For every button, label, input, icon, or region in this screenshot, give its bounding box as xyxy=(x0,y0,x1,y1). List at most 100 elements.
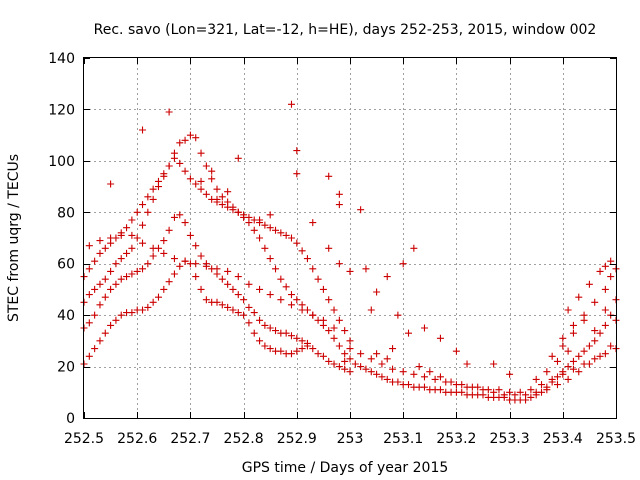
data-point xyxy=(91,285,99,293)
data-point xyxy=(516,388,524,396)
data-point xyxy=(250,226,258,234)
data-point xyxy=(298,337,306,345)
data-point xyxy=(240,296,248,304)
data-point xyxy=(202,162,210,170)
data-point xyxy=(165,278,173,286)
data-point xyxy=(506,388,514,396)
plot-frame xyxy=(83,57,617,419)
data-point xyxy=(319,316,327,324)
data-point xyxy=(287,350,295,358)
data-point xyxy=(357,350,365,358)
data-point xyxy=(107,321,115,329)
data-point xyxy=(144,193,152,201)
data-point xyxy=(139,201,147,209)
data-point xyxy=(261,221,269,229)
data-point xyxy=(154,177,162,185)
data-point xyxy=(330,306,338,314)
data-point xyxy=(564,347,572,355)
data-point xyxy=(229,206,237,214)
data-point xyxy=(436,373,444,381)
data-point xyxy=(128,216,136,224)
data-point xyxy=(383,355,391,363)
data-point xyxy=(133,234,141,242)
data-point xyxy=(335,201,343,209)
data-point xyxy=(266,324,274,332)
data-point xyxy=(548,375,556,383)
data-point xyxy=(553,373,561,381)
data-point xyxy=(245,319,253,327)
y-tick-label: 20 xyxy=(57,360,75,376)
data-point xyxy=(197,177,205,185)
data-point xyxy=(458,388,466,396)
data-point xyxy=(85,265,93,273)
data-point xyxy=(511,391,519,399)
data-point xyxy=(117,311,125,319)
data-point xyxy=(319,352,327,360)
data-point xyxy=(160,170,168,178)
data-point xyxy=(160,285,168,293)
x-tick-label: 252.6 xyxy=(117,431,157,447)
data-point xyxy=(170,270,178,278)
data-point xyxy=(543,386,551,394)
data-point xyxy=(101,275,109,283)
data-point xyxy=(532,375,540,383)
data-point xyxy=(144,303,152,311)
data-point xyxy=(250,309,258,317)
data-point xyxy=(192,242,200,250)
data-point xyxy=(234,309,242,317)
data-point xyxy=(293,296,301,304)
data-point xyxy=(569,365,577,373)
data-point xyxy=(261,244,269,252)
y-tick-label: 140 xyxy=(48,51,75,67)
data-point xyxy=(176,262,184,270)
data-point xyxy=(266,345,274,353)
data-point xyxy=(569,357,577,365)
data-point xyxy=(101,244,109,252)
data-point xyxy=(346,355,354,363)
data-point xyxy=(218,275,226,283)
data-point xyxy=(601,350,609,358)
data-point xyxy=(149,185,157,193)
data-point xyxy=(420,324,428,332)
data-point xyxy=(383,273,391,281)
data-point xyxy=(575,368,583,376)
y-tick-label: 120 xyxy=(48,102,75,118)
data-point xyxy=(160,249,168,257)
data-point xyxy=(197,252,205,260)
data-point xyxy=(245,303,253,311)
data-point xyxy=(367,355,375,363)
x-tick-label: 253.5 xyxy=(596,431,636,447)
data-point xyxy=(298,306,306,314)
data-point xyxy=(240,311,248,319)
data-point xyxy=(293,147,301,155)
data-point xyxy=(330,334,338,342)
data-point xyxy=(495,386,503,394)
data-point xyxy=(117,255,125,263)
data-point xyxy=(383,375,391,383)
axis-ticks xyxy=(84,58,617,419)
data-point xyxy=(85,319,93,327)
data-point xyxy=(463,360,471,368)
data-point xyxy=(601,321,609,329)
data-point xyxy=(234,291,242,299)
data-point xyxy=(607,273,615,281)
data-point xyxy=(596,267,604,275)
data-point xyxy=(128,244,136,252)
data-point xyxy=(314,275,322,283)
data-point xyxy=(405,381,413,389)
data-point xyxy=(128,309,136,317)
data-point xyxy=(335,190,343,198)
data-point xyxy=(410,370,418,378)
data-point xyxy=(293,334,301,342)
data-point xyxy=(335,363,343,371)
data-point xyxy=(181,219,189,227)
data-point xyxy=(601,262,609,270)
data-point xyxy=(564,375,572,383)
data-point xyxy=(91,311,99,319)
data-point xyxy=(436,334,444,342)
data-point xyxy=(277,275,285,283)
data-point xyxy=(447,378,455,386)
data-point xyxy=(149,195,157,203)
data-point xyxy=(224,267,232,275)
data-point xyxy=(107,234,115,242)
